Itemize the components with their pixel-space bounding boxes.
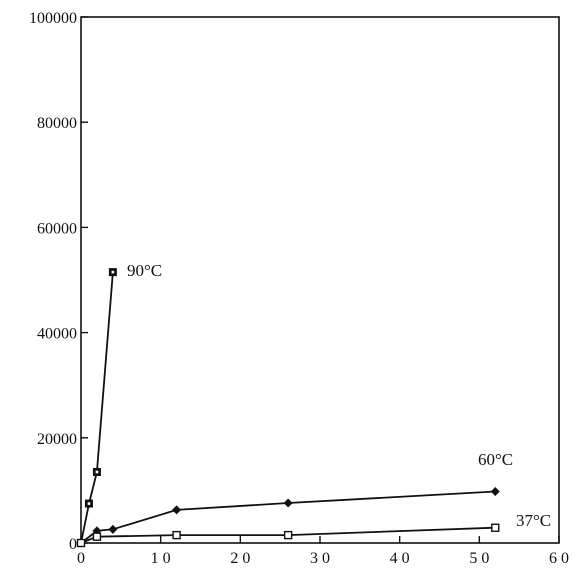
data-point (172, 530, 181, 540)
series-label-2: 60°C (478, 450, 513, 469)
x-tick-label: 0 (77, 550, 85, 567)
series-group (76, 268, 500, 548)
data-point-highlight (111, 270, 115, 274)
x-tick-label: 1 0 (151, 550, 171, 567)
x-tick-label: 3 0 (310, 550, 330, 567)
series-line (80, 272, 114, 544)
y-tick-label: 80000 (37, 115, 77, 132)
x-tick-label: 4 0 (390, 550, 410, 567)
y-tick-label: 100000 (29, 10, 77, 27)
x-tick-label: 5 0 (469, 550, 489, 567)
data-point (172, 505, 182, 515)
x-axis-ticks: 0 1 0 2 0 3 0 4 0 5 0 6 0 (77, 536, 569, 567)
data-point (491, 523, 500, 532)
y-tick-label: 60000 (37, 220, 77, 237)
y-axis-ticks: 0 20000 40000 60000 80000 100000 (29, 10, 88, 553)
y-tick-label: 0 (69, 536, 77, 553)
data-point-highlight (95, 470, 99, 474)
data-point (283, 530, 293, 540)
x-tick-label: 6 0 (549, 550, 569, 567)
series-labels: 90°C 60°C 37°C (127, 261, 551, 530)
data-point (76, 538, 86, 548)
data-point (92, 532, 102, 541)
data-point-highlight (87, 502, 91, 505)
series-1 (77, 268, 117, 547)
data-point (108, 524, 118, 534)
data-point (490, 486, 500, 496)
y-tick-label: 40000 (37, 326, 77, 343)
series-label-3: 37°C (516, 511, 551, 530)
x-tick-label: 2 0 (230, 550, 250, 567)
series-label-1: 90°C (127, 261, 162, 280)
data-point (283, 498, 293, 508)
series-3 (76, 523, 500, 548)
y-tick-label: 20000 (37, 431, 77, 448)
